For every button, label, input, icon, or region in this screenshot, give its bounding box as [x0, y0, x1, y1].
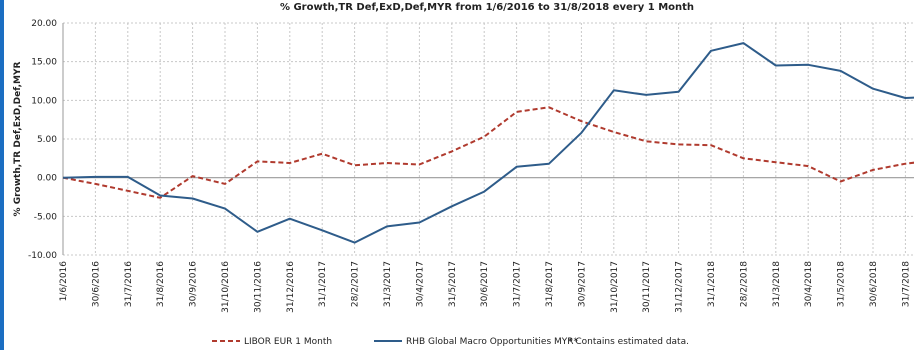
chart-title: % Growth,TR Def,ExD,Def,MYR from 1/6/201… [279, 2, 695, 13]
left-accent-bar [0, 0, 4, 350]
x-tick-label: 30/9/2016 [189, 261, 199, 307]
y-tick-labels: 20.00 15.00 10.00 5.00 0.00 -5.00 -10.00 [28, 19, 57, 261]
x-tick-label: 30/6/2017 [480, 261, 490, 307]
x-tick-label: 31/7/2016 [124, 261, 134, 307]
x-tick-label: 31/8/2016 [156, 261, 166, 307]
x-tick-label: 30/11/2016 [253, 261, 263, 313]
x-tick-label: 31/10/2016 [221, 261, 231, 313]
legend-note: * Contains estimated data. [568, 337, 689, 347]
y-tick-label: 15.00 [31, 58, 57, 68]
x-tick-label: 31/8/2017 [545, 261, 555, 307]
legend-label-rhb: RHB Global Macro Opportunities MYR* [406, 337, 579, 347]
y-tick-label: -5.00 [34, 212, 58, 222]
x-tick-label: 30/4/2017 [415, 261, 425, 307]
x-tick-label: 30/6/2018 [869, 261, 879, 307]
x-tick-label: 31/3/2017 [383, 261, 393, 307]
x-tick-label: 30/6/2016 [91, 261, 101, 307]
y-tick-label: 0.00 [37, 174, 57, 184]
x-tick-label: 31/5/2017 [448, 261, 458, 307]
x-tick-label: 28/2/2017 [351, 261, 361, 307]
x-tick-label: 31/7/2017 [513, 261, 523, 307]
x-tick-labels: 1/6/2016 30/6/2016 31/7/2016 31/8/2016 30/9/… [59, 261, 911, 313]
x-tick-label: 28/2/2018 [739, 261, 749, 307]
x-tick-label: 31/5/2018 [837, 261, 847, 307]
y-axis-label: % Growth,TR Def,ExD,Def,MYR [13, 61, 23, 216]
x-tick-label: 31/1/2017 [318, 261, 328, 307]
y-tick-label: 20.00 [31, 19, 57, 29]
x-tick-label: 31/1/2018 [707, 261, 717, 307]
x-tick-label: 31/12/2016 [286, 261, 296, 313]
y-tick-label: 10.00 [31, 96, 57, 106]
series-line-libor [62, 106, 914, 199]
series-line-rhb [62, 42, 914, 244]
grid-lines [62, 22, 914, 256]
y-tick-label: 5.00 [37, 135, 57, 145]
legend: LIBOR EUR 1 Month RHB Global Macro Oppor… [212, 337, 689, 347]
x-tick-label: 30/9/2017 [577, 261, 587, 307]
legend-label-libor: LIBOR EUR 1 Month [244, 337, 332, 347]
x-tick-label: 30/11/2017 [642, 261, 652, 313]
x-tick-label: 30/4/2018 [804, 261, 814, 307]
x-tick-label: 31/12/2017 [675, 261, 685, 313]
y-tick-label: -10.00 [28, 251, 57, 261]
x-tick-label: 1/6/2016 [59, 261, 69, 302]
series-lines [62, 42, 914, 244]
x-tick-label: 31/3/2018 [772, 261, 782, 307]
x-tick-label: 31/10/2017 [610, 261, 620, 313]
x-tick-label: 31/7/2018 [901, 261, 911, 307]
